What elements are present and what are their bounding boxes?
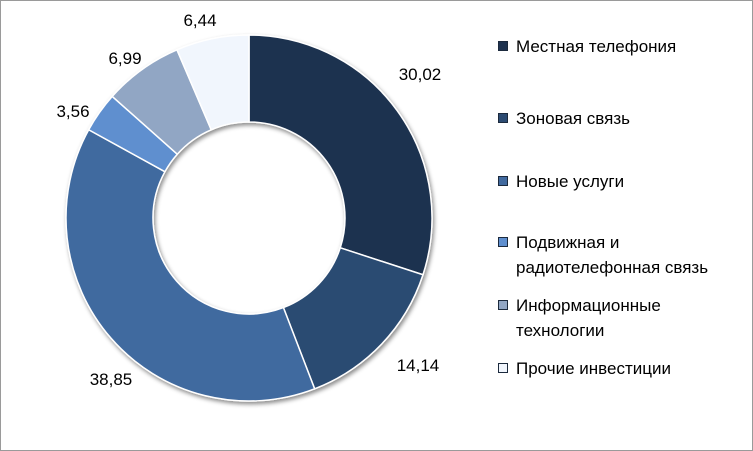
legend-label: Зоновая связь: [516, 109, 630, 128]
legend-item: Прочие инвестиции: [498, 358, 738, 381]
legend-label: Информационные технологии: [516, 296, 661, 340]
legend-swatch: [498, 41, 508, 51]
legend-label: Новые услуги: [516, 172, 625, 191]
slice-value-label: 3,56: [56, 102, 89, 121]
legend-label: Местная телефония: [516, 37, 677, 56]
legend-label: Подвижная и радиотелефонная связь: [516, 233, 709, 277]
slice-value-label: 14,14: [397, 356, 440, 375]
legend-swatch: [498, 176, 508, 186]
legend-item: Зоновая связь: [498, 108, 738, 131]
legend-swatch: [498, 300, 508, 310]
donut-slice: [175, 34, 250, 131]
slice-value-label: 6,99: [108, 49, 141, 68]
legend-item: Новые услуги: [498, 171, 738, 194]
legend-swatch: [498, 237, 508, 247]
slice-value-label: 6,44: [183, 11, 216, 30]
legend-item: Подвижная и радиотелефонная связь: [498, 232, 738, 280]
legend-item: Местная телефония: [498, 36, 738, 59]
data-labels: 30,02 14,14 38,85 3,56 6,99 6,44: [56, 11, 441, 389]
legend-swatch: [498, 113, 508, 123]
slice-value-label: 30,02: [399, 65, 442, 84]
legend-item: Информационные технологии: [498, 295, 738, 343]
donut-slices: [65, 34, 433, 402]
slice-value-label: 38,85: [90, 370, 133, 389]
donut-slice: [248, 34, 433, 276]
donut-slice: [65, 128, 316, 402]
legend-label: Прочие инвестиции: [516, 359, 671, 378]
legend-swatch: [498, 363, 508, 373]
